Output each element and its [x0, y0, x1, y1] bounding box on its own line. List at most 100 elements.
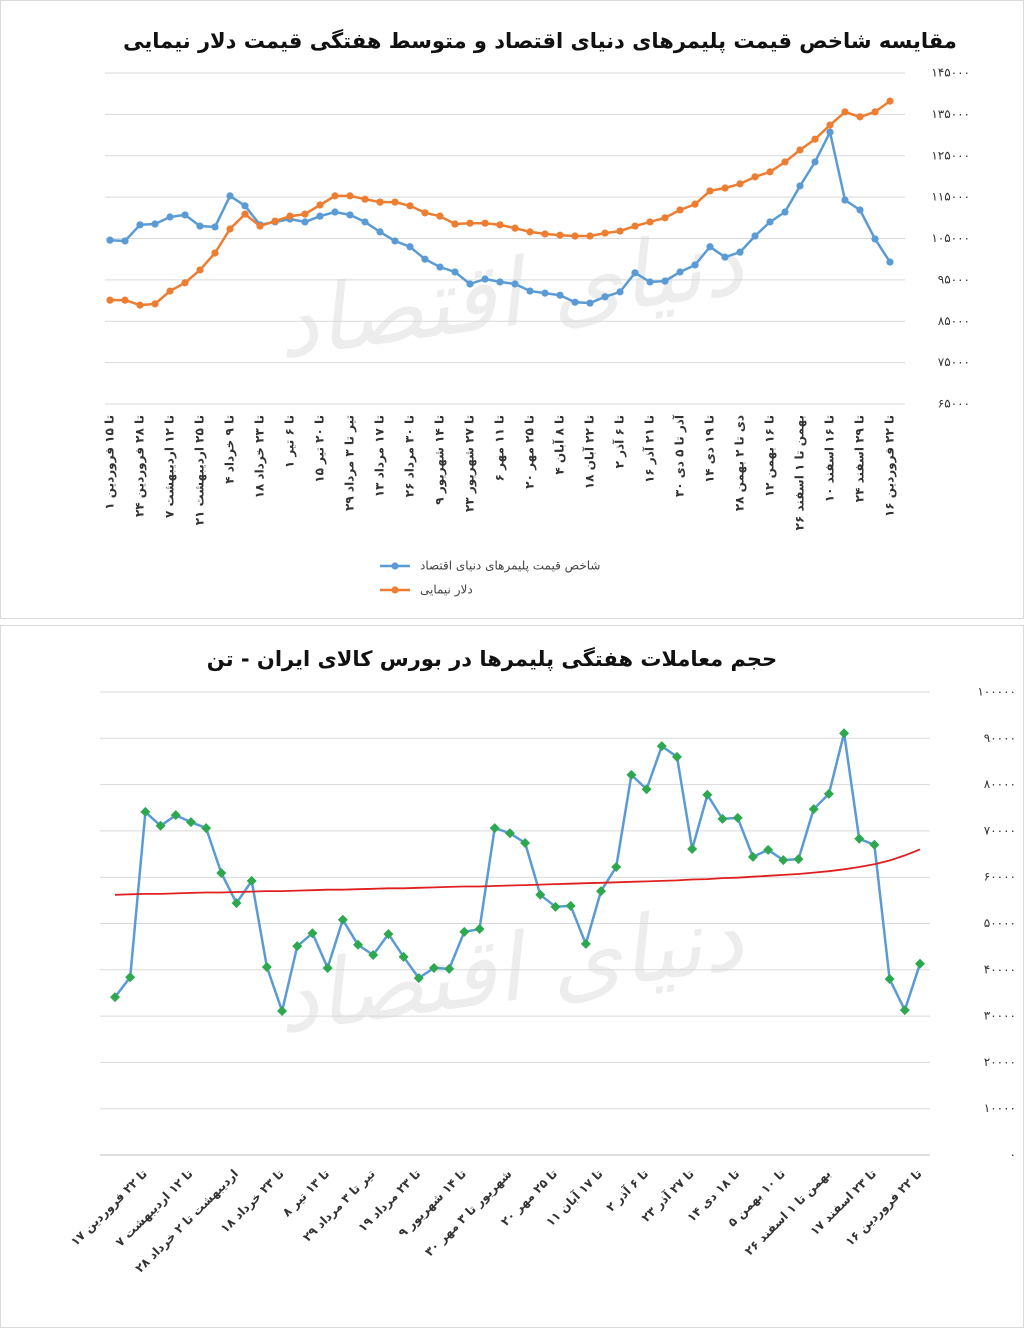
y-tick-label: ۵۰۰۰۰	[984, 916, 1016, 930]
data-point	[226, 225, 234, 233]
data-point	[586, 299, 594, 307]
panel	[0, 625, 1024, 1328]
data-point	[125, 972, 136, 983]
data-point	[421, 209, 429, 217]
data-point	[736, 180, 744, 188]
data-point	[346, 192, 354, 200]
data-point	[466, 219, 474, 227]
data-point	[676, 206, 684, 214]
x-tick-label: ۲۱ تا ۲۵ اردیبهشت	[193, 415, 207, 525]
x-tick-label: ۴ تا ۸ آبان	[552, 415, 567, 475]
data-point	[671, 751, 682, 762]
data-point	[261, 962, 272, 973]
data-point	[796, 182, 804, 190]
y-tick-label: ۱۰۰۰۰۰	[977, 685, 1016, 699]
data-point	[398, 951, 409, 962]
x-tick-label: ۱ تا ۱۵ فروردین	[103, 415, 118, 510]
y-tick-label: ۴۰۰۰۰	[984, 962, 1016, 976]
data-point	[717, 813, 728, 824]
data-point	[511, 280, 519, 288]
data-point	[641, 784, 652, 795]
x-tick-label: ۹ تا ۱۴ شهریور	[433, 415, 448, 505]
x-tick-label: ۲۴ تا ۲۸ فروردین	[133, 415, 148, 517]
data-point	[721, 184, 729, 192]
data-point	[376, 228, 384, 236]
data-point	[778, 855, 789, 866]
data-point	[459, 926, 470, 937]
data-point	[766, 218, 774, 226]
data-point	[106, 236, 114, 244]
data-point	[391, 198, 399, 206]
legend-marker	[391, 586, 399, 594]
data-point	[796, 146, 804, 154]
data-point	[216, 868, 227, 879]
data-point	[376, 198, 384, 206]
data-point	[899, 1005, 910, 1016]
data-point	[346, 211, 354, 219]
data-point	[428, 962, 439, 973]
data-point	[301, 210, 309, 218]
data-point	[871, 108, 879, 116]
x-tick-label: ۱۶ تا ۲۱ آذر	[642, 415, 657, 483]
x-tick-label: ۷ تا ۱۲ اردیبهشت	[163, 415, 177, 518]
data-point	[841, 196, 849, 204]
data-point	[106, 296, 114, 304]
x-tick-label: ۲۶ بهمن تا ۱ اسفند	[793, 415, 807, 530]
data-point	[140, 806, 151, 817]
data-point	[841, 108, 849, 116]
data-point	[526, 287, 534, 295]
data-point	[661, 277, 669, 285]
x-tick-label: ۲ تا ۶ آذر	[612, 415, 627, 468]
data-point	[747, 851, 758, 862]
y-tick-label: ۳۰۰۰۰	[984, 1009, 1016, 1023]
x-tick-label: ۱۴ تا ۱۹ دی	[703, 415, 717, 483]
data-point	[196, 266, 204, 274]
data-point	[451, 220, 459, 228]
panel	[0, 0, 1024, 619]
data-point	[676, 268, 684, 276]
y-tick-label: ۹۵۰۰۰	[938, 272, 970, 286]
data-point	[886, 258, 894, 266]
data-point	[166, 287, 174, 295]
y-tick-label: ۷۰۰۰۰	[984, 823, 1016, 837]
data-point	[136, 301, 144, 309]
data-point	[331, 208, 339, 216]
x-tick-label: ۳۰ آذر تا ۵ دی	[672, 414, 687, 497]
x-tick-label: ۱۶ تا ۲۲ فروردین	[883, 415, 898, 517]
data-point	[811, 158, 819, 166]
data-point	[631, 269, 639, 277]
data-point	[196, 222, 204, 230]
data-point	[368, 949, 379, 960]
data-point	[691, 200, 699, 208]
data-point	[781, 208, 789, 216]
legend-label: دلار نیمایی	[420, 583, 473, 598]
data-point	[226, 192, 234, 200]
data-point	[474, 924, 485, 935]
data-point	[286, 212, 294, 220]
data-point	[277, 1006, 288, 1017]
data-point	[136, 221, 144, 229]
data-point	[871, 235, 879, 243]
x-tick-label: ۲۶ تا ۳۰ مرداد	[403, 415, 417, 497]
x-tick-label: ۲۸ دی تا ۲ بهمن	[733, 415, 747, 511]
data-point	[436, 212, 444, 220]
legend-label: شاخص قیمت پلیمرهای دنیای اقتصاد	[420, 559, 601, 574]
data-point	[736, 248, 744, 256]
data-point	[706, 243, 714, 251]
data-point	[856, 206, 864, 214]
y-tick-label: ۲۰۰۰۰	[984, 1055, 1016, 1069]
data-point	[751, 173, 759, 181]
data-point	[181, 279, 189, 287]
data-point	[155, 820, 166, 831]
data-point	[601, 293, 609, 301]
data-point	[383, 929, 394, 940]
data-point	[808, 804, 819, 815]
data-point	[406, 243, 414, 251]
data-point	[496, 278, 504, 286]
y-tick-label: ۱۲۵۰۰۰	[931, 148, 970, 162]
data-point	[466, 280, 474, 288]
x-tick-label: ۱۸ تا ۲۳ خرداد	[253, 415, 267, 498]
data-point	[121, 296, 129, 304]
x-tick-label: ۲۰ تا ۲۵ مهر	[523, 415, 537, 489]
